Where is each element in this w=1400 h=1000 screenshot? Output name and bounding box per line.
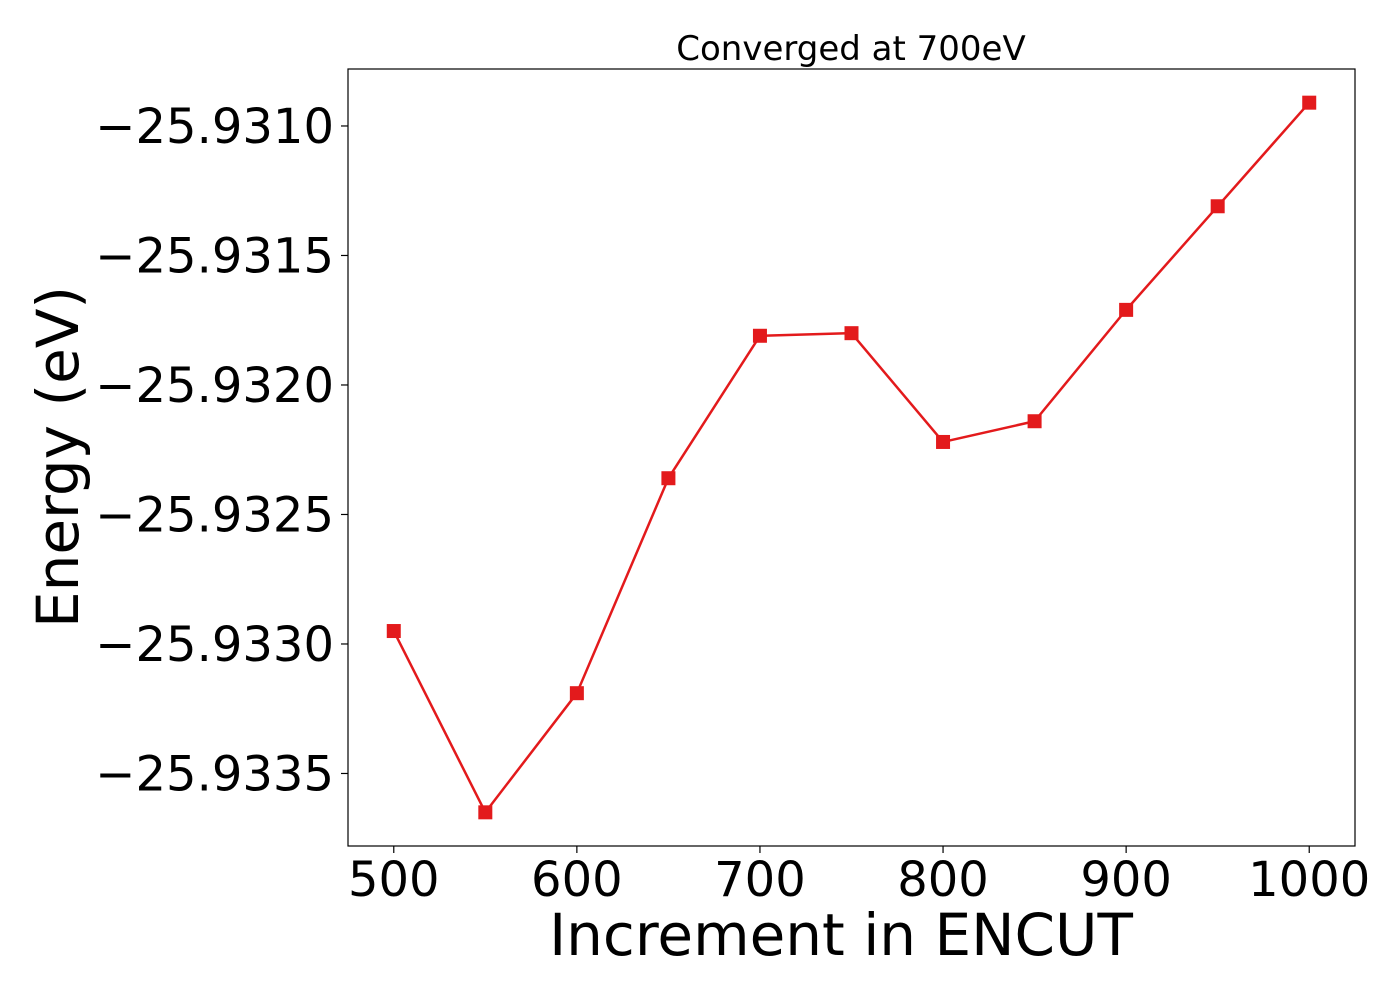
data-point-marker (1027, 414, 1042, 429)
y-tick-label: −25.9330 (95, 617, 334, 673)
data-point-marker (478, 805, 493, 820)
data-point-marker (1119, 302, 1134, 317)
series-line (392, 101, 1311, 814)
x-tick-label: 600 (531, 852, 623, 908)
chart-title: Converged at 700eV (676, 29, 1025, 69)
data-point-marker (386, 624, 401, 639)
data-point-marker (1302, 95, 1317, 110)
series-layer (386, 95, 1317, 820)
x-axis: 500 600 700 800 900 1000 (348, 846, 1370, 908)
y-axis-label: Energy (eV) (24, 286, 92, 628)
plot-area-frame (347, 68, 1356, 847)
data-point-marker (661, 471, 676, 486)
x-tick-label: 1000 (1248, 852, 1370, 908)
x-tick-label: 900 (1080, 852, 1172, 908)
data-point-marker (844, 326, 859, 341)
x-axis-label: Increment in ENCUT (549, 901, 1133, 969)
y-tick-label: −25.9325 (95, 487, 334, 543)
data-point-marker (1210, 199, 1225, 214)
y-tick-label: −25.9320 (95, 358, 334, 414)
y-tick-label: −25.9310 (95, 99, 334, 155)
data-point-marker (752, 328, 767, 343)
y-tick-label: −25.9335 (95, 746, 334, 802)
y-tick-label: −25.9315 (95, 228, 334, 284)
x-tick-label: 500 (348, 852, 440, 908)
x-tick-label: 800 (897, 852, 989, 908)
data-point-marker (569, 686, 584, 701)
y-axis: −25.9335 −25.9330 −25.9325 −25.9320 −25.9315… (95, 99, 348, 802)
x-tick-label: 700 (714, 852, 806, 908)
data-point-marker (936, 434, 951, 449)
